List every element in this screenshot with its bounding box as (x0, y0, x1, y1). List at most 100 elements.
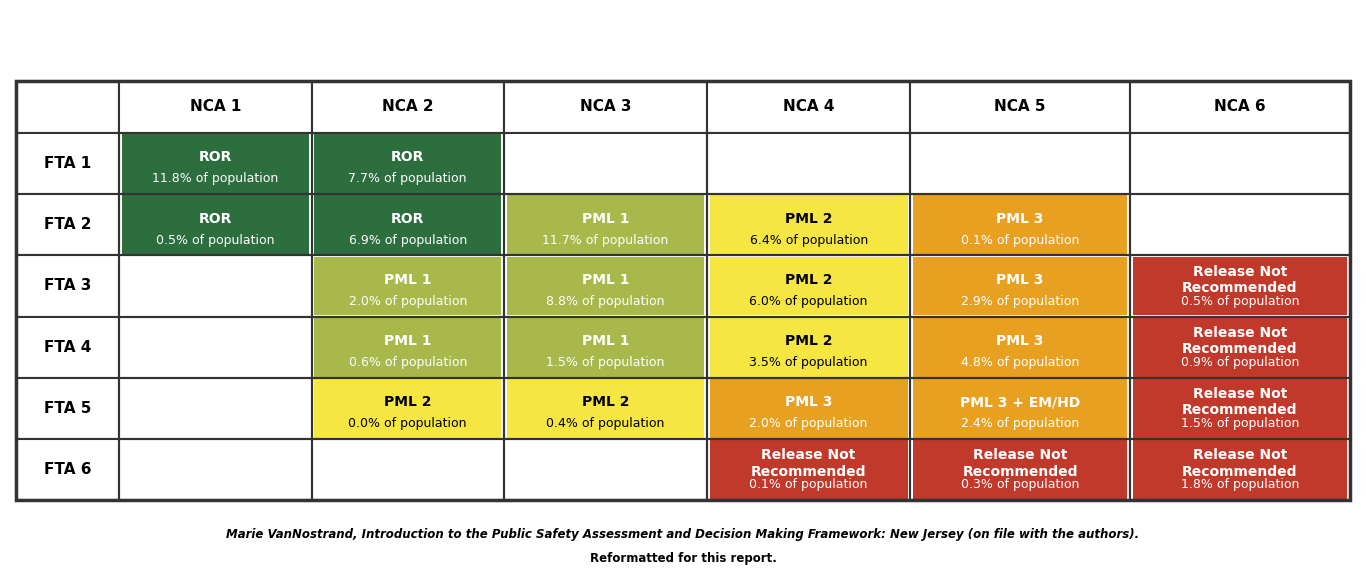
FancyBboxPatch shape (504, 81, 708, 133)
Text: PML 1: PML 1 (582, 211, 630, 225)
Text: PML 1: PML 1 (384, 273, 432, 287)
Text: 0.9% of population: 0.9% of population (1180, 356, 1299, 369)
Text: 1.8% of population: 1.8% of population (1180, 478, 1299, 491)
Text: PML 2: PML 2 (785, 334, 832, 348)
FancyBboxPatch shape (16, 255, 119, 317)
FancyBboxPatch shape (314, 440, 501, 499)
FancyBboxPatch shape (912, 256, 1127, 315)
Text: PML 3: PML 3 (996, 334, 1044, 348)
Text: 2.0% of population: 2.0% of population (348, 295, 467, 308)
Text: NCA 3: NCA 3 (579, 99, 631, 114)
Text: 2.4% of population: 2.4% of population (960, 417, 1079, 430)
FancyBboxPatch shape (314, 318, 501, 377)
Text: PML 1: PML 1 (582, 334, 630, 348)
Text: PML 3: PML 3 (785, 395, 832, 409)
FancyBboxPatch shape (16, 317, 119, 378)
Text: NCA 2: NCA 2 (382, 99, 433, 114)
Text: PML 3: PML 3 (996, 211, 1044, 225)
Text: 8.8% of population: 8.8% of population (546, 295, 665, 308)
FancyBboxPatch shape (507, 379, 705, 438)
Text: 0.1% of population: 0.1% of population (960, 234, 1079, 246)
FancyBboxPatch shape (314, 379, 501, 438)
Text: 1.5% of population: 1.5% of population (1180, 417, 1299, 430)
FancyBboxPatch shape (912, 440, 1127, 499)
FancyBboxPatch shape (708, 81, 910, 133)
Text: PML 2: PML 2 (384, 395, 432, 409)
FancyBboxPatch shape (1132, 134, 1347, 193)
Text: 2.0% of population: 2.0% of population (750, 417, 867, 430)
Text: 0.6% of population: 0.6% of population (348, 356, 467, 369)
FancyBboxPatch shape (119, 81, 311, 133)
Text: PML 3 + EM/HD: PML 3 + EM/HD (960, 395, 1081, 409)
FancyBboxPatch shape (16, 439, 119, 500)
FancyBboxPatch shape (16, 133, 119, 194)
FancyBboxPatch shape (710, 440, 907, 499)
Text: NCA 1: NCA 1 (190, 99, 242, 114)
Text: Reformatted for this report.: Reformatted for this report. (590, 551, 776, 565)
FancyBboxPatch shape (507, 440, 705, 499)
FancyBboxPatch shape (122, 195, 309, 254)
Text: FTA 4: FTA 4 (44, 340, 92, 354)
Text: FTA 3: FTA 3 (44, 279, 92, 294)
Text: NCA 4: NCA 4 (783, 99, 835, 114)
Text: PML 1: PML 1 (384, 334, 432, 348)
FancyBboxPatch shape (16, 194, 119, 255)
FancyBboxPatch shape (1132, 256, 1347, 315)
Text: Release Not
Recommended: Release Not Recommended (962, 449, 1078, 479)
Text: 11.7% of population: 11.7% of population (542, 234, 668, 246)
FancyBboxPatch shape (507, 134, 705, 193)
Text: 0.5% of population: 0.5% of population (1180, 295, 1299, 308)
Text: Release Not
Recommended: Release Not Recommended (1182, 449, 1298, 479)
FancyBboxPatch shape (1132, 440, 1347, 499)
Text: FTA 5: FTA 5 (44, 401, 92, 416)
Text: 7.7% of population: 7.7% of population (348, 172, 467, 185)
Text: PML 2: PML 2 (785, 273, 832, 287)
FancyBboxPatch shape (122, 318, 309, 377)
Text: 0.0% of population: 0.0% of population (348, 417, 467, 430)
Text: Release Not
Recommended: Release Not Recommended (751, 449, 866, 479)
Text: Release Not
Recommended: Release Not Recommended (1182, 387, 1298, 418)
FancyBboxPatch shape (912, 379, 1127, 438)
Text: FTA 2: FTA 2 (44, 217, 92, 232)
Text: PML 2: PML 2 (785, 211, 832, 225)
Text: 1.5% of population: 1.5% of population (546, 356, 665, 369)
FancyBboxPatch shape (910, 81, 1130, 133)
Text: 2.9% of population: 2.9% of population (960, 295, 1079, 308)
FancyBboxPatch shape (122, 256, 309, 315)
Text: ROR: ROR (391, 151, 425, 165)
FancyBboxPatch shape (16, 378, 119, 439)
FancyBboxPatch shape (122, 379, 309, 438)
Text: FTA 1: FTA 1 (44, 156, 92, 171)
Text: ROR: ROR (391, 211, 425, 225)
FancyBboxPatch shape (1132, 379, 1347, 438)
Text: 0.1% of population: 0.1% of population (750, 478, 867, 491)
FancyBboxPatch shape (710, 195, 907, 254)
Text: PML 1: PML 1 (582, 273, 630, 287)
Text: 4.8% of population: 4.8% of population (960, 356, 1079, 369)
FancyBboxPatch shape (710, 134, 907, 193)
FancyBboxPatch shape (311, 81, 504, 133)
Text: ROR: ROR (199, 151, 232, 165)
FancyBboxPatch shape (912, 134, 1127, 193)
Text: ROR: ROR (199, 211, 232, 225)
Text: Release Not
Recommended: Release Not Recommended (1182, 265, 1298, 295)
FancyBboxPatch shape (912, 195, 1127, 254)
Text: 0.4% of population: 0.4% of population (546, 417, 665, 430)
Text: 11.8% of population: 11.8% of population (153, 172, 279, 185)
FancyBboxPatch shape (122, 440, 309, 499)
Text: 0.3% of population: 0.3% of population (960, 478, 1079, 491)
Text: 6.9% of population: 6.9% of population (348, 234, 467, 246)
FancyBboxPatch shape (314, 134, 501, 193)
FancyBboxPatch shape (710, 256, 907, 315)
FancyBboxPatch shape (710, 379, 907, 438)
FancyBboxPatch shape (507, 195, 705, 254)
Text: FTA 6: FTA 6 (44, 462, 92, 477)
FancyBboxPatch shape (1130, 81, 1350, 133)
Text: PML 3: PML 3 (996, 273, 1044, 287)
Text: PML 2: PML 2 (582, 395, 630, 409)
Text: 0.5% of population: 0.5% of population (156, 234, 275, 246)
FancyBboxPatch shape (507, 318, 705, 377)
Text: Release Not
Recommended: Release Not Recommended (1182, 326, 1298, 356)
FancyBboxPatch shape (912, 318, 1127, 377)
Text: NCA 6: NCA 6 (1214, 99, 1265, 114)
